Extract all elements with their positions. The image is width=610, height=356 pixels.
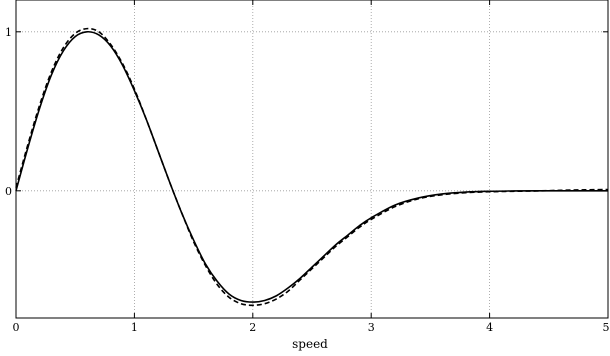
dashed-series-line <box>15 27 609 307</box>
series-layer <box>15 27 609 307</box>
y-tick-label: 1 <box>5 26 12 39</box>
y-tick-label: 0 <box>5 185 12 198</box>
x-tick-label: 0 <box>13 321 20 334</box>
x-axis-label: speed <box>292 337 328 351</box>
x-tick-label: 1 <box>131 321 138 334</box>
x-tick-label: 3 <box>368 321 375 334</box>
ticks: 0 1 2 3 4 5 0 1 <box>5 0 610 334</box>
x-tick-label: 4 <box>486 321 493 334</box>
solid-series-line <box>15 30 608 303</box>
x-tick-label: 2 <box>249 321 256 334</box>
grid <box>16 0 608 318</box>
plot-frame <box>15 0 609 319</box>
x-tick-label: 5 <box>603 321 610 334</box>
